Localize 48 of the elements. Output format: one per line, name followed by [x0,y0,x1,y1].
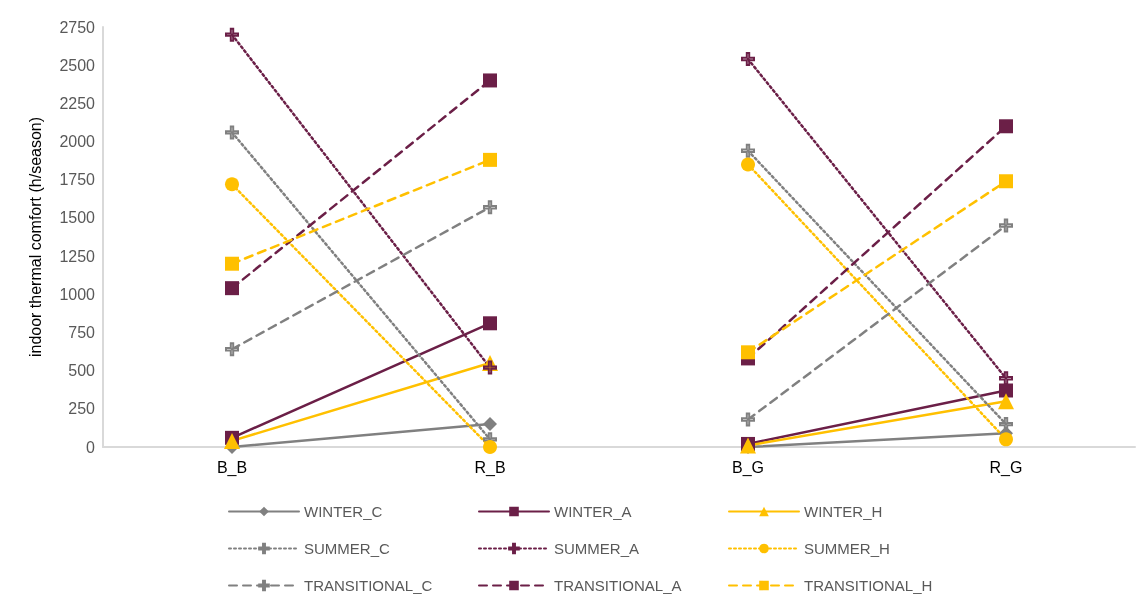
x-tick-label: R_G [989,458,1023,477]
y-tick-label: 2250 [59,94,96,112]
point [483,316,497,331]
y-tick-label: 500 [68,362,96,380]
y-tick-label: 2750 [59,18,96,36]
point [741,345,755,360]
point [999,218,1013,233]
point [999,119,1013,134]
point [225,256,239,271]
y-tick-label: 1250 [59,247,96,265]
y-axis-title: indoor thermal comfort (h/season) [26,116,44,358]
y-tick-label: 1500 [59,209,96,227]
y-tick-label: 2500 [59,56,96,74]
legend-label: TRANSITIONAL_C [304,577,433,594]
y-tick-label: 1750 [59,171,96,189]
point [999,371,1013,386]
point [225,177,239,192]
point [999,432,1013,447]
point [225,281,239,296]
point [225,27,239,42]
point [483,440,497,454]
legend-label: TRANSITIONAL_H [804,577,933,594]
point [999,174,1013,189]
point [225,342,239,357]
legend-label: WINTER_H [804,503,883,520]
y-tick-label: 0 [86,438,96,456]
x-tick-label: R_B [474,458,506,477]
x-tick-label: B_B [216,458,248,477]
y-tick-label: 250 [68,400,96,418]
point [483,152,497,167]
point [741,143,755,158]
x-tick-label: B_G [731,458,765,477]
legend-label: SUMMER_H [804,540,890,557]
point [741,157,755,172]
y-tick-label: 2000 [59,133,96,151]
point [225,125,239,140]
legend-label: SUMMER_A [554,540,640,557]
y-tick-label: 750 [68,323,96,341]
point [483,200,497,215]
point [741,412,755,427]
point [741,52,755,67]
legend-label: WINTER_C [304,503,383,520]
point [483,73,497,88]
legend-label: SUMMER_C [304,540,391,557]
legend-label: TRANSITIONAL_A [554,577,682,594]
y-tick-label: 1000 [59,285,96,303]
point [483,417,497,432]
legend-label: WINTER_A [554,503,632,520]
